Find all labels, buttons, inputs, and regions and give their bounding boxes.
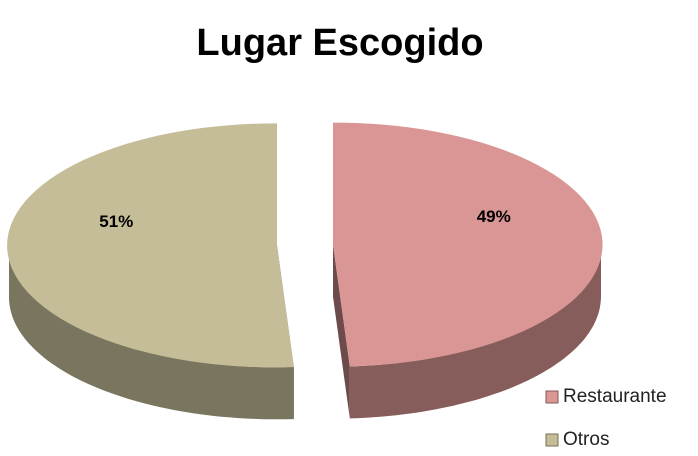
slice-cut-face: [333, 244, 350, 419]
slice: [333, 122, 603, 367]
slice: [7, 123, 294, 368]
value-label: 51%: [99, 212, 133, 231]
legend-swatch: [545, 390, 559, 404]
slice-side: [9, 245, 294, 420]
legend-label: Restaurante: [563, 386, 667, 407]
legend-label: Otros: [563, 429, 609, 450]
slice-side: [349, 244, 601, 419]
legend-swatch: [545, 433, 559, 447]
value-label: 49%: [477, 207, 511, 226]
chart-title: Lugar Escogido: [196, 22, 483, 64]
